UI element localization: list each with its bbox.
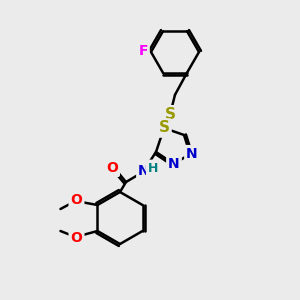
Text: N: N [138,164,150,178]
Text: N: N [168,157,180,171]
Text: N: N [186,147,198,161]
Text: F: F [138,44,148,58]
Text: S: S [164,107,175,122]
Text: S: S [158,121,169,136]
Text: O: O [106,161,118,175]
Text: O: O [70,193,83,207]
Text: O: O [70,231,83,245]
Text: H: H [148,161,158,175]
